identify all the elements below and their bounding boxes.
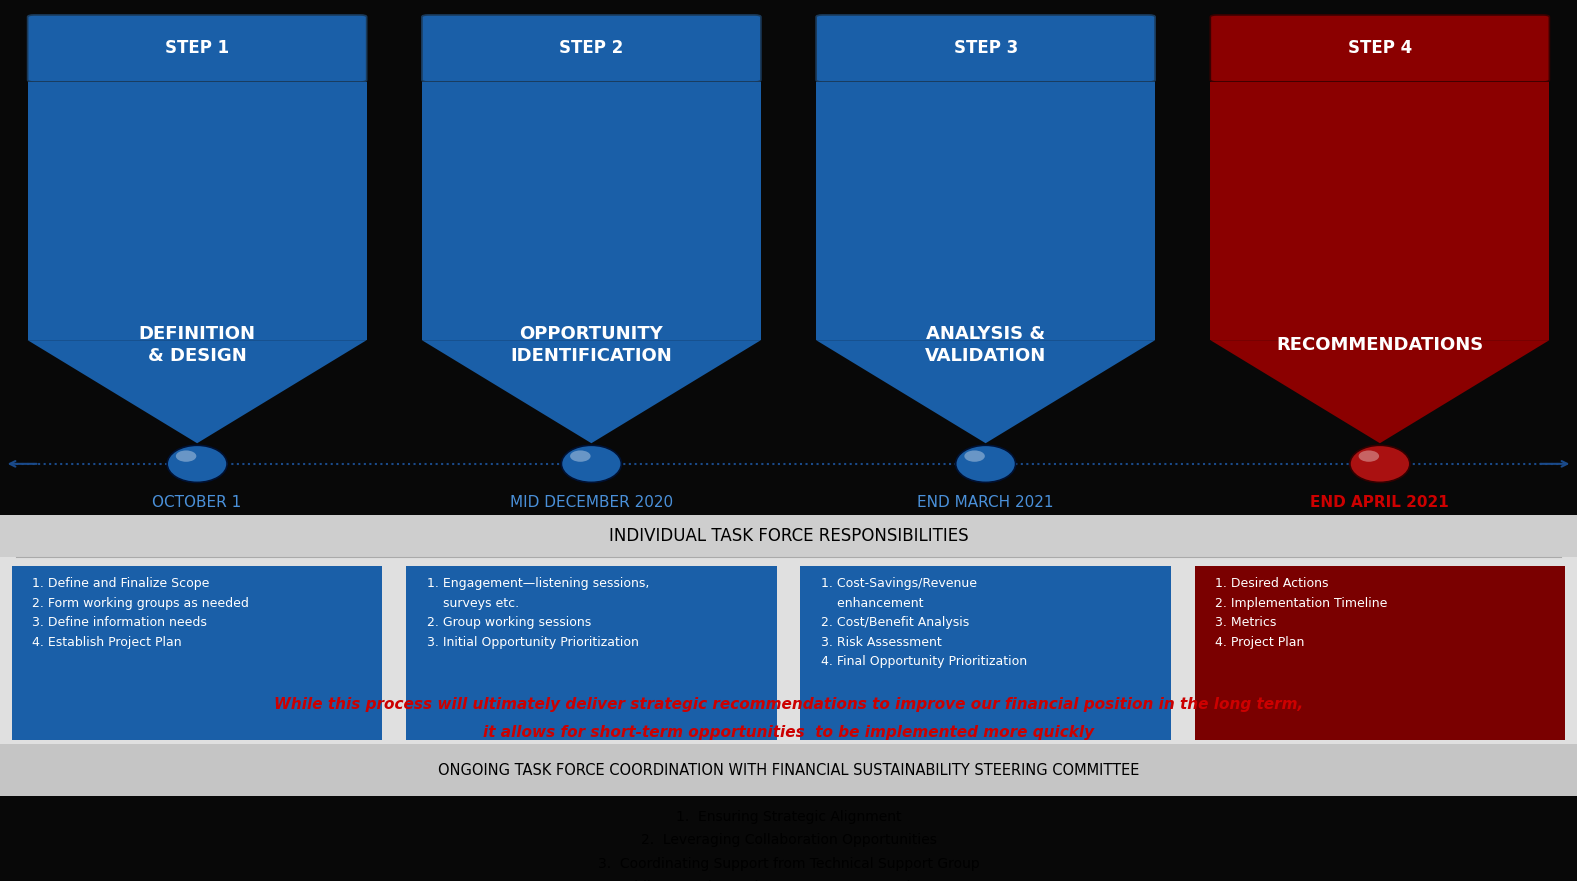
Text: STEP 4: STEP 4 xyxy=(1348,39,1411,57)
Text: ANALYSIS &
VALIDATION: ANALYSIS & VALIDATION xyxy=(926,325,1046,366)
Ellipse shape xyxy=(561,445,621,483)
Bar xyxy=(1195,566,1564,740)
Text: RECOMMENDATIONS: RECOMMENDATIONS xyxy=(1276,337,1484,354)
Ellipse shape xyxy=(571,450,590,462)
FancyBboxPatch shape xyxy=(817,15,1154,82)
Ellipse shape xyxy=(1358,450,1378,462)
Text: END APRIL 2021: END APRIL 2021 xyxy=(1310,495,1449,510)
Bar xyxy=(13,566,382,740)
Text: 1. Engagement—listening sessions,
    surveys etc.
2. Group working sessions
3. : 1. Engagement—listening sessions, survey… xyxy=(426,577,650,648)
Text: 1. Desired Actions
2. Implementation Timeline
3. Metrics
4. Project Plan: 1. Desired Actions 2. Implementation Tim… xyxy=(1216,577,1388,648)
Text: 1. Cost-Savings/Revenue
    enhancement
2. Cost/Benefit Analysis
3. Risk Assessm: 1. Cost-Savings/Revenue enhancement 2. C… xyxy=(822,577,1027,668)
Bar xyxy=(407,566,776,740)
Text: OPPORTUNITY
IDENTIFICATION: OPPORTUNITY IDENTIFICATION xyxy=(511,325,672,366)
Text: END MARCH 2021: END MARCH 2021 xyxy=(918,495,1053,510)
Bar xyxy=(0,744,1577,796)
Bar xyxy=(1211,83,1549,340)
Text: ONGOING TASK FORCE COORDINATION WITH FINANCIAL SUSTAINABILITY STEERING COMMITTEE: ONGOING TASK FORCE COORDINATION WITH FIN… xyxy=(438,763,1139,778)
Text: STEP 2: STEP 2 xyxy=(560,39,623,57)
Polygon shape xyxy=(423,340,762,443)
Text: DEFINITION
& DESIGN: DEFINITION & DESIGN xyxy=(139,325,255,366)
Ellipse shape xyxy=(965,450,984,462)
Bar xyxy=(28,83,366,340)
FancyBboxPatch shape xyxy=(28,15,366,82)
Text: 1. Define and Finalize Scope
2. Form working groups as needed
3. Define informat: 1. Define and Finalize Scope 2. Form wor… xyxy=(33,577,249,648)
Text: MID DECEMBER 2020: MID DECEMBER 2020 xyxy=(509,495,673,510)
FancyBboxPatch shape xyxy=(1211,15,1549,82)
Ellipse shape xyxy=(1350,445,1410,483)
Bar xyxy=(423,83,762,340)
Bar xyxy=(0,557,1577,744)
Ellipse shape xyxy=(167,445,227,483)
Bar xyxy=(817,83,1154,340)
Polygon shape xyxy=(28,340,366,443)
Bar xyxy=(0,515,1577,557)
Text: it allows for short-term opportunities  to be implemented more quickly: it allows for short-term opportunities t… xyxy=(483,724,1094,740)
Ellipse shape xyxy=(177,450,196,462)
Text: STEP 3: STEP 3 xyxy=(954,39,1017,57)
Ellipse shape xyxy=(956,445,1016,483)
Text: 1.  Ensuring Strategic Alignment
2.  Leveraging Collaboration Opportunities
3.  : 1. Ensuring Strategic Alignment 2. Lever… xyxy=(582,810,995,881)
Text: OCTOBER 1: OCTOBER 1 xyxy=(153,495,241,510)
Polygon shape xyxy=(1211,340,1549,443)
Text: While this process will ultimately deliver strategic recommendations to improve : While this process will ultimately deliv… xyxy=(274,697,1303,712)
Text: STEP 1: STEP 1 xyxy=(166,39,229,57)
Text: INDIVIDUAL TASK FORCE RESPONSIBILITIES: INDIVIDUAL TASK FORCE RESPONSIBILITIES xyxy=(609,527,968,545)
Polygon shape xyxy=(817,340,1154,443)
FancyBboxPatch shape xyxy=(423,15,762,82)
Bar xyxy=(801,566,1170,740)
